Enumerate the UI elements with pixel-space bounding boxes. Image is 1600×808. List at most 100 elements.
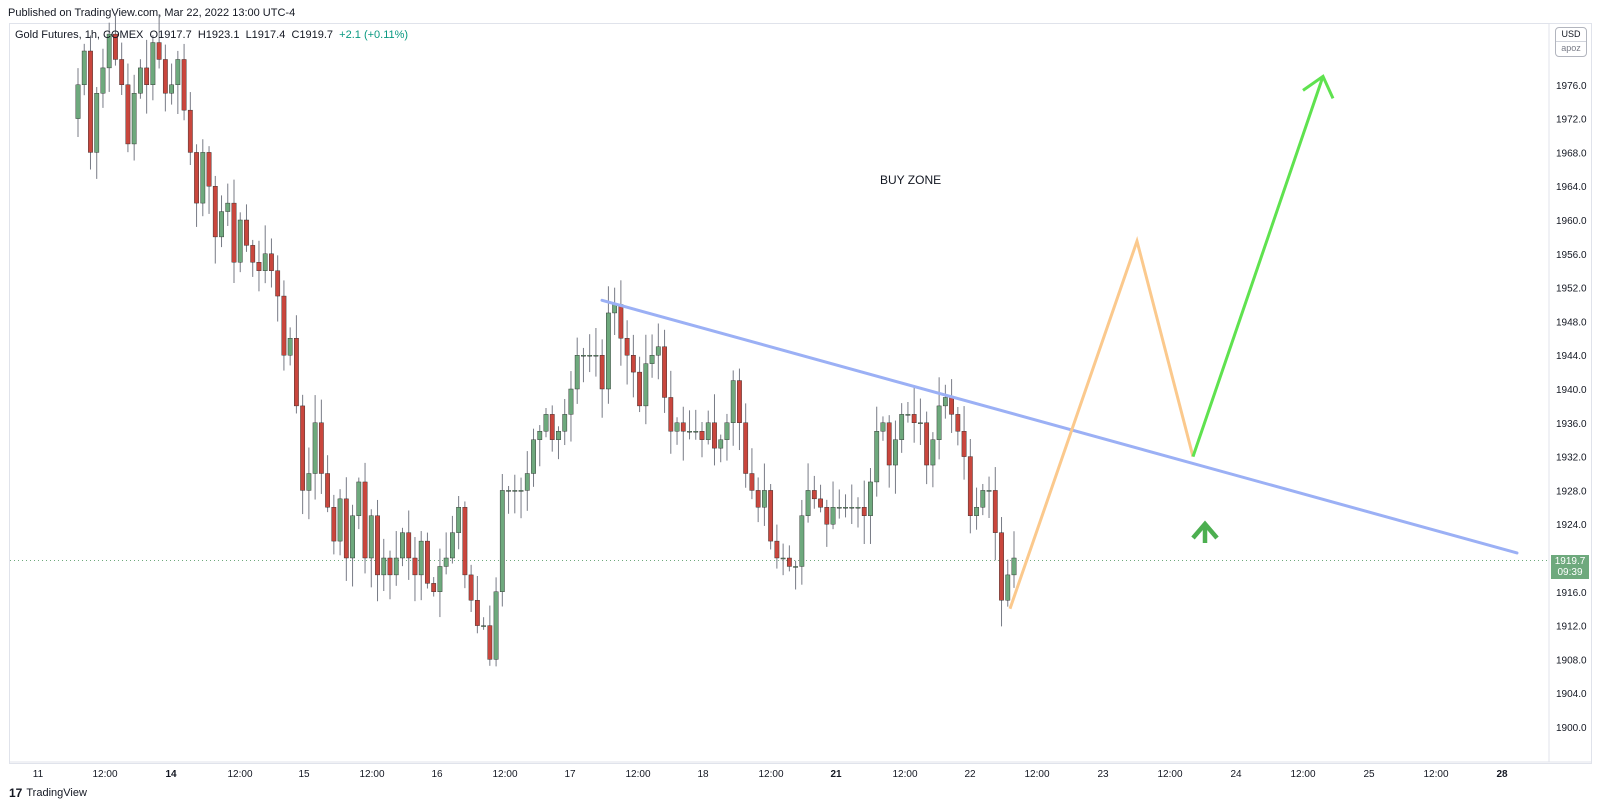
y-tick-label: 1944.0 [1556,351,1587,362]
y-tick-label: 1908.0 [1556,655,1587,666]
candle-body [244,219,249,246]
candle-body [106,33,112,69]
y-tick-label: 1960.0 [1556,216,1587,227]
candle-body [606,312,611,390]
candle-body [343,498,349,559]
candle-body [899,414,905,440]
candle-body [375,515,380,576]
candle-body [730,380,736,423]
x-tick-label: 12:00 [625,769,650,780]
candle-body [225,202,231,212]
candle-body [543,414,549,432]
candle-body [425,540,430,584]
candle-body [300,405,306,491]
candle-body [693,431,699,433]
candle-body [162,59,168,94]
candle-body [581,355,586,357]
candle-body [250,245,256,263]
candle-body [587,355,593,357]
candle-body [949,397,954,415]
candle-body [150,42,156,85]
y-tick-label: 1900.0 [1556,723,1587,734]
candle-body [911,414,917,424]
published-header: Published on TradingView.com, Mar 22, 20… [8,7,296,19]
x-tick-label: 12:00 [92,769,117,780]
candle-body [630,355,636,373]
x-tick-label: 16 [431,769,443,780]
x-tick-label: 15 [298,769,310,780]
tradingview-logo-icon: 17 [9,786,23,800]
currency-selector[interactable]: USD apoz [1555,27,1587,57]
candle-body [219,211,224,238]
candle-body [643,363,649,407]
candle-body [818,498,823,508]
candle-body [930,439,936,466]
candle-body [306,473,312,491]
x-tick-label: 12:00 [227,769,252,780]
candle-body [131,93,137,145]
candle-body [512,490,518,492]
x-tick-label: 12:00 [758,769,783,780]
candle-body [824,507,830,525]
candle-body [381,557,387,576]
candle-body [468,574,474,601]
candle-body [294,338,299,407]
candle-body [281,295,287,356]
y-tick-label: 1952.0 [1556,284,1587,295]
x-tick-label: 12:00 [359,769,384,780]
y-tick-label: 1964.0 [1556,182,1587,193]
candle-body [699,431,705,440]
candle-body [556,431,561,440]
candle-body [119,59,125,86]
candle-body [337,498,343,542]
candle-body [799,515,805,567]
legend-low: L1917.4 [245,29,286,41]
footer: 17 TradingView [9,786,87,800]
candle-body [967,456,973,516]
currency-label: USD [1561,29,1581,39]
x-tick-label: 18 [697,769,709,780]
candle-body [624,338,630,356]
chart-frame[interactable] [9,23,1592,764]
candle-body [474,600,480,626]
candle-body [861,507,867,516]
candle-body [749,473,755,491]
candle-body [674,422,680,432]
candle-body [100,67,106,94]
candle-body [462,507,468,576]
candle-body [924,422,930,466]
candle-body [169,84,174,94]
candle-body [275,270,281,297]
candle-body [75,84,81,119]
candle-body [81,50,87,85]
y-tick-label: 1916.0 [1556,588,1587,599]
candle-body [493,591,499,660]
candle-body [437,566,443,593]
x-tick-label: 12:00 [1024,769,1049,780]
candle-body [456,507,462,533]
candle-body [231,202,237,263]
candle-body [774,540,780,559]
candle-body [412,557,418,576]
candle-body [737,380,742,423]
candle-body [568,388,574,415]
candle-body [986,490,992,492]
candle-body [487,625,493,660]
candle-body [980,490,986,508]
x-tick-label: 17 [564,769,576,780]
candle-body [662,346,667,398]
candle-body [237,219,243,263]
x-tick-label: 11 [33,769,44,780]
candle-body [88,50,93,153]
y-tick-label: 1924.0 [1556,520,1587,531]
candle-body [918,422,923,424]
candle-body [999,532,1004,601]
x-tick-label: 12:00 [892,769,917,780]
x-tick-label: 25 [1363,769,1375,780]
candle-body [830,507,836,525]
y-tick-label: 1976.0 [1556,81,1587,92]
candle-body [350,515,355,559]
candle-body [269,253,274,271]
candle-body [955,414,961,432]
